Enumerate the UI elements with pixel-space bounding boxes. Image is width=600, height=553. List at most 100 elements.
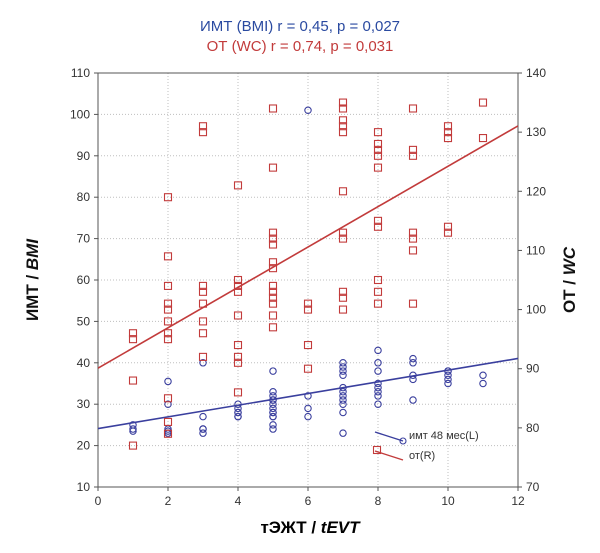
bmi-point xyxy=(339,408,347,417)
bmi-point xyxy=(269,367,277,375)
y-right-axis-label: ОТ / WC xyxy=(560,246,579,313)
wc-point xyxy=(163,281,173,290)
wc-point xyxy=(373,128,383,137)
wc-point xyxy=(268,104,278,113)
bmi-point xyxy=(339,359,347,367)
wc-point xyxy=(198,281,208,290)
bmi-point xyxy=(269,425,277,433)
wc-regression-line xyxy=(98,125,518,369)
wc-point xyxy=(268,163,278,172)
y-left-axis-label: ИМТ / BMI xyxy=(23,238,42,321)
wc-point xyxy=(443,128,453,137)
bmi-point xyxy=(234,404,242,413)
wc-point xyxy=(373,163,383,172)
y-left-axis-label-plain: ИМТ / xyxy=(23,270,42,321)
y-right-tick-label: 120 xyxy=(526,184,546,198)
bmi-point xyxy=(374,400,382,408)
wc-point xyxy=(233,352,243,361)
wc-point xyxy=(443,134,453,143)
wc-point xyxy=(163,335,173,344)
bmi-point xyxy=(234,412,242,421)
legend-wc-label: от(R) xyxy=(409,450,435,462)
bmi-point xyxy=(129,425,137,433)
wc-point xyxy=(338,104,348,113)
y-left-tick-label: 90 xyxy=(77,149,91,163)
bmi-point xyxy=(444,375,452,384)
bmi-point xyxy=(164,377,172,386)
wc-point xyxy=(163,417,173,426)
wc-point xyxy=(373,275,383,285)
x-axis-label: тЭЖТ / tEVT xyxy=(100,518,520,538)
x-tick-label: 4 xyxy=(235,494,242,508)
bmi-point xyxy=(479,371,487,379)
wc-point xyxy=(338,293,348,302)
bmi-point xyxy=(304,106,312,115)
x-tick-label: 2 xyxy=(165,494,172,508)
y-left-tick-label: 110 xyxy=(71,66,90,80)
bmi-point xyxy=(129,427,137,435)
wc-point xyxy=(198,287,208,296)
wc-point xyxy=(268,293,278,302)
legend-wc-marker xyxy=(372,445,382,455)
bmi-point xyxy=(339,400,347,408)
bmi-point xyxy=(269,392,277,400)
y-left-tick-label: 20 xyxy=(77,439,91,453)
wc-point xyxy=(408,151,418,160)
wc-point xyxy=(303,364,313,373)
wc-point xyxy=(163,193,173,202)
wc-point xyxy=(408,145,418,154)
bmi-point xyxy=(339,363,347,371)
wc-point xyxy=(373,222,383,231)
wc-point xyxy=(268,287,278,296)
bmi-point xyxy=(374,383,382,392)
y-left-tick-label: 80 xyxy=(77,190,91,204)
wc-point xyxy=(373,216,383,225)
wc-point xyxy=(408,228,418,237)
y-right-tick-label: 110 xyxy=(526,243,545,257)
wc-point xyxy=(163,429,173,438)
bmi-point xyxy=(234,400,242,408)
bmi-point xyxy=(339,429,347,437)
bmi-point xyxy=(269,412,277,421)
wc-point xyxy=(128,441,138,450)
bmi-point xyxy=(269,404,277,413)
wc-point xyxy=(233,311,243,320)
bmi-point xyxy=(269,400,277,408)
bmi-point xyxy=(374,359,382,367)
bmi-point xyxy=(304,392,312,400)
wc-point xyxy=(408,299,418,308)
wc-point xyxy=(478,134,488,143)
wc-point xyxy=(303,305,313,314)
x-tick-label: 0 xyxy=(95,494,102,508)
wc-point xyxy=(198,299,208,308)
wc-point xyxy=(268,228,278,237)
wc-point xyxy=(443,122,453,131)
y-right-tick-label: 80 xyxy=(526,421,540,435)
x-tick-label: 6 xyxy=(305,494,312,508)
wc-point xyxy=(338,187,348,196)
x-axis-label-plain: тЭЖТ / xyxy=(260,518,321,537)
wc-point xyxy=(163,252,173,261)
wc-point xyxy=(233,358,243,367)
bmi-point xyxy=(234,408,242,417)
y-left-tick-label: 50 xyxy=(77,314,91,328)
wc-point xyxy=(443,228,453,237)
wc-point xyxy=(198,128,208,137)
bmi-point xyxy=(409,354,417,363)
bmi-point xyxy=(374,367,382,375)
bmi-point xyxy=(444,371,452,379)
wc-point xyxy=(233,181,243,190)
x-tick-label: 12 xyxy=(511,494,525,508)
wc-point xyxy=(268,323,278,332)
bmi-point xyxy=(444,367,452,375)
wc-point xyxy=(338,98,348,107)
wc-point xyxy=(233,388,243,397)
wc-point xyxy=(373,139,383,149)
y-left-axis-label-italic: BMI xyxy=(23,238,42,270)
bmi-point xyxy=(269,388,277,396)
legend-wc-line xyxy=(374,450,404,461)
wc-point xyxy=(408,246,418,255)
wc-point xyxy=(408,104,418,113)
bmi-point xyxy=(374,392,382,400)
